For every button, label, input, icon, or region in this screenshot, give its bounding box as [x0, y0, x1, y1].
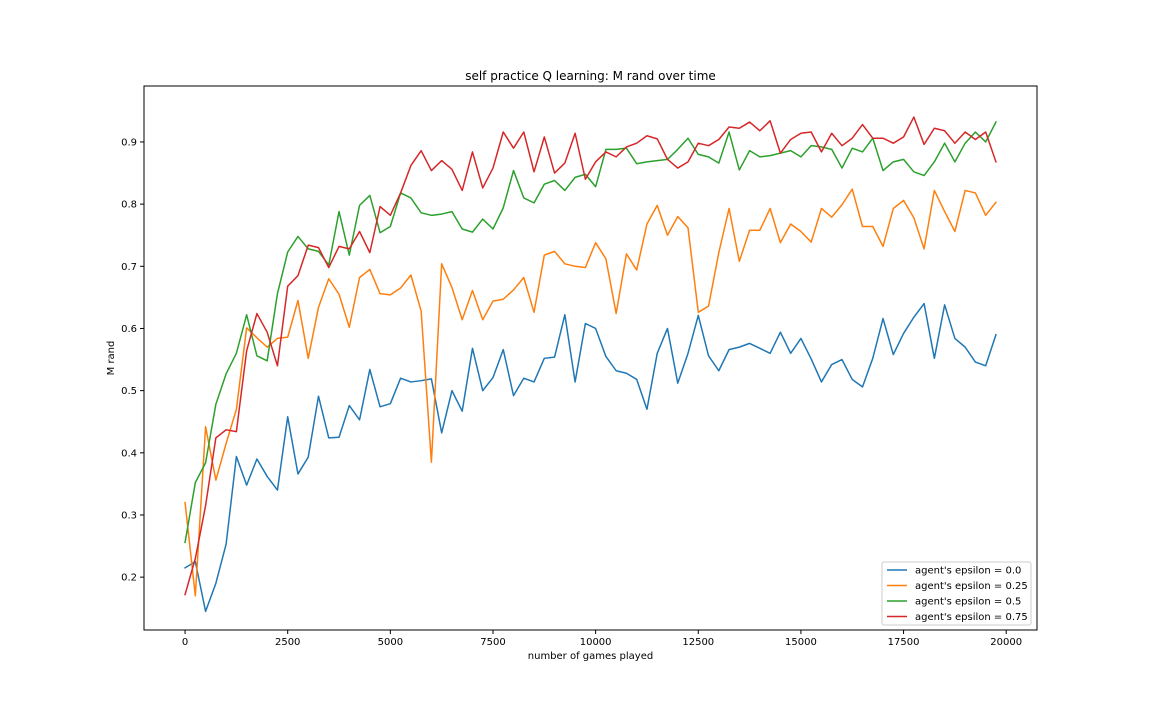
x-tick-label: 12500 [682, 637, 714, 648]
y-tick-label: 0.6 [121, 324, 137, 335]
x-tick-label: 20000 [990, 637, 1022, 648]
series-layer [184, 116, 997, 613]
legend-label-3: agent's epsilon = 0.75 [915, 612, 1028, 623]
y-tick-label: 0.5 [121, 386, 137, 397]
legend-box [881, 561, 1032, 626]
plot-area [144, 86, 1037, 630]
y-tick-label: 0.8 [121, 200, 137, 211]
legend-label-0: agent's epsilon = 0.0 [915, 566, 1021, 577]
y-tick-label: 0.7 [121, 262, 137, 273]
x-tick-label: 5000 [378, 637, 403, 648]
x-tick-label: 10000 [580, 637, 612, 648]
x-tick-label: 7500 [480, 637, 505, 648]
x-tick-label: 0 [182, 637, 188, 648]
y-tick-label: 0.4 [121, 448, 137, 459]
chart-title: self practice Q learning: M rand over ti… [465, 69, 716, 83]
x-axis-ticks: 0 2500 5000 7500 10000 12500 15000 17500 20000 [182, 630, 1022, 648]
plot-frame [143, 85, 1038, 631]
plot-background [144, 86, 1037, 630]
legend: agent's epsilon = 0.0 agent's epsilon = 0… [881, 561, 1032, 626]
x-tick-label: 15000 [785, 637, 817, 648]
y-tick-label: 0.3 [121, 510, 137, 521]
x-axis-label: number of games played [528, 651, 653, 662]
axes-layer [143, 85, 1038, 631]
series-line-0 [184, 302, 997, 613]
series-line-1 [184, 188, 997, 597]
x-tick-label: 17500 [888, 637, 920, 648]
series-line-3 [184, 116, 997, 596]
series-line-2 [184, 121, 997, 544]
y-tick-label: 0.2 [121, 573, 137, 584]
y-tick-label: 0.9 [121, 137, 137, 148]
y-axis-label: M rand [106, 341, 117, 376]
legend-label-2: agent's epsilon = 0.5 [915, 597, 1021, 608]
legend-label-1: agent's epsilon = 0.25 [915, 581, 1028, 592]
x-tick-label: 2500 [275, 637, 300, 648]
y-axis-ticks: 0.2 0.3 0.4 0.5 0.6 0.7 0.8 0.9 [121, 137, 144, 584]
